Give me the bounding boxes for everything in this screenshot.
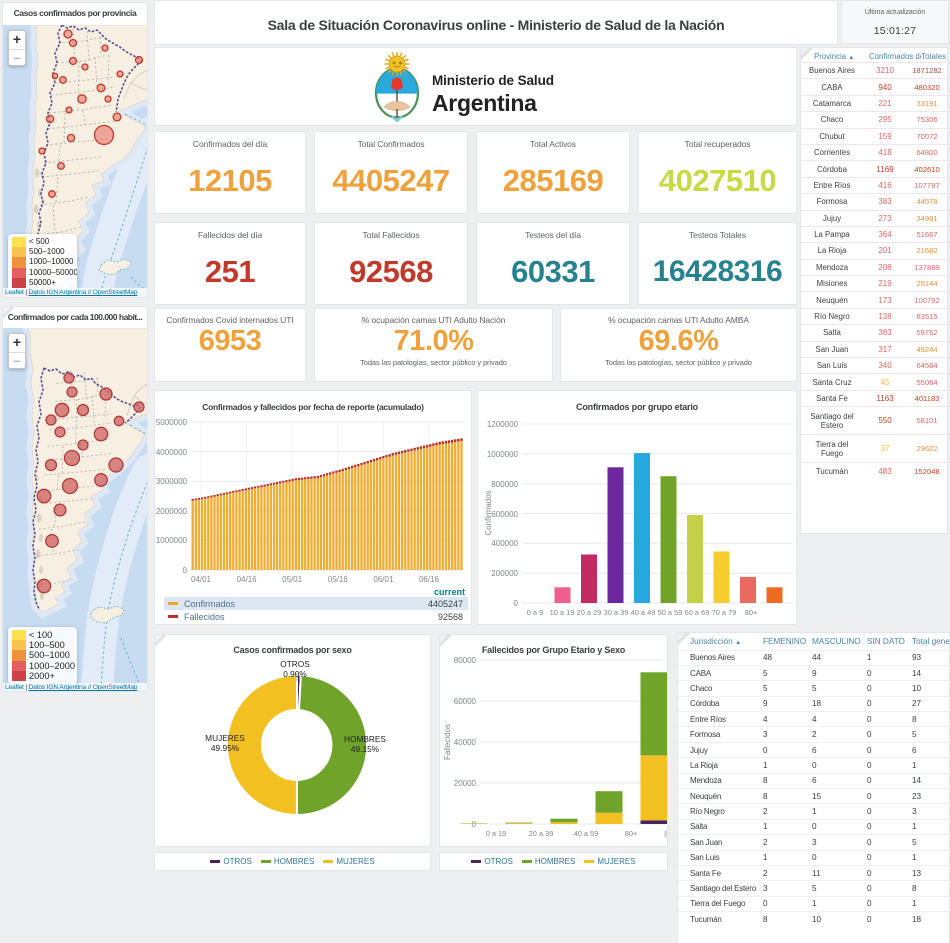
- svg-text:3000000: 3000000: [156, 477, 188, 486]
- svg-text:1200000: 1200000: [487, 420, 519, 429]
- svg-text:70 a 79: 70 a 79: [712, 608, 737, 617]
- svg-text:40000: 40000: [454, 738, 477, 747]
- svg-text:40 a 49: 40 a 49: [631, 608, 656, 617]
- svg-text:80000: 80000: [454, 656, 477, 665]
- svg-text:49.95%: 49.95%: [211, 743, 240, 753]
- svg-text:20 a 39: 20 a 39: [529, 829, 554, 838]
- svg-text:0: 0: [514, 599, 519, 608]
- svg-text:0: 0: [183, 566, 188, 575]
- svg-text:||: ||: [664, 829, 668, 838]
- svg-text:80+: 80+: [745, 608, 758, 617]
- svg-text:2000000: 2000000: [156, 507, 188, 516]
- svg-text:600000: 600000: [491, 510, 518, 519]
- svg-text:30 a 39: 30 a 39: [604, 608, 629, 617]
- svg-text:400000: 400000: [491, 539, 518, 548]
- svg-text:20000: 20000: [454, 779, 477, 788]
- svg-text:05/01: 05/01: [282, 575, 303, 584]
- svg-text:06/01: 06/01: [373, 575, 394, 584]
- svg-text:0 a 9: 0 a 9: [527, 608, 543, 617]
- svg-text:60000: 60000: [454, 697, 477, 706]
- svg-text:05/16: 05/16: [328, 575, 349, 584]
- svg-text:Confirmados: Confirmados: [484, 490, 493, 535]
- svg-text:80+: 80+: [625, 829, 638, 838]
- svg-text:60 a 69: 60 a 69: [685, 608, 710, 617]
- svg-text:800000: 800000: [491, 480, 518, 489]
- svg-text:0: 0: [472, 820, 477, 829]
- svg-text:0.90%: 0.90%: [283, 669, 307, 679]
- svg-text:4000000: 4000000: [156, 448, 188, 457]
- svg-text:1000000: 1000000: [487, 450, 519, 459]
- svg-text:10 a 19: 10 a 19: [550, 608, 575, 617]
- svg-text:5000000: 5000000: [156, 418, 188, 427]
- svg-text:0 a 19: 0 a 19: [486, 829, 507, 838]
- svg-text:200000: 200000: [491, 569, 518, 578]
- svg-text:04/16: 04/16: [237, 575, 258, 584]
- svg-text:04/01: 04/01: [191, 575, 212, 584]
- svg-text:20 a 29: 20 a 29: [577, 608, 602, 617]
- svg-text:OTROS: OTROS: [280, 659, 310, 669]
- svg-text:Fallecidos: Fallecidos: [443, 724, 452, 760]
- svg-text:1000000: 1000000: [156, 536, 188, 545]
- svg-text:49.15%: 49.15%: [351, 744, 380, 754]
- svg-text:MUJERES: MUJERES: [205, 733, 245, 743]
- svg-text:40 a 59: 40 a 59: [574, 829, 599, 838]
- svg-text:HOMBRES: HOMBRES: [344, 734, 386, 744]
- svg-text:50 a 59: 50 a 59: [658, 608, 683, 617]
- svg-text:06/16: 06/16: [419, 575, 440, 584]
